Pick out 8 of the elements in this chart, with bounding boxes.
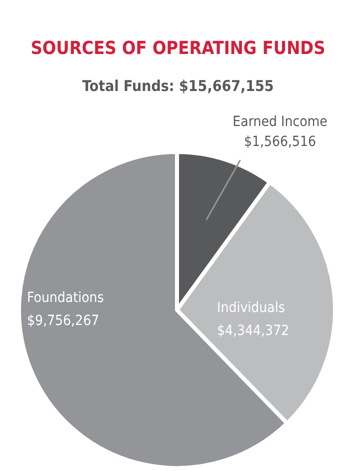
slice-label: Foundations: [27, 290, 104, 306]
slice-label: Individuals: [217, 300, 285, 316]
chart-title: SOURCES OF OPERATING FUNDS: [30, 38, 326, 59]
data-label: $1,566,516: [244, 134, 316, 150]
slice-label: Earned Income: [232, 114, 328, 130]
chart-subtitle: Total Funds: $15,667,155: [82, 77, 274, 95]
data-label: $9,756,267: [27, 313, 100, 329]
data-label: $4,344,372: [217, 323, 290, 339]
